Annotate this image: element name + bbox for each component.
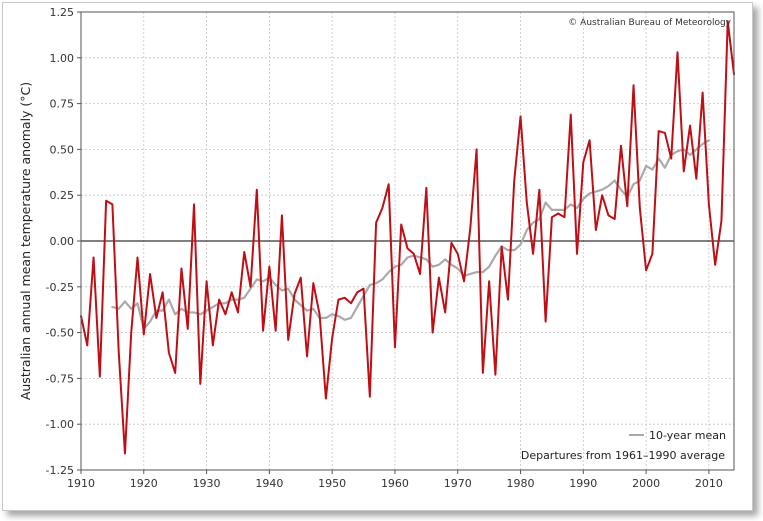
y-tick-label: 1.25 [50,6,75,19]
y-tick-label: 0.25 [50,189,75,202]
y-tick-label: 0.50 [50,143,75,156]
y-axis-ticks: -1.25 -1.00 -0.75 -0.50 -0.25 0.00 0.25 0.50 0.7… [46,6,81,477]
y-tick-label: -0.50 [46,327,74,340]
series-line-10-year-mean [111,139,710,331]
x-tick-label: 2010 [695,477,723,490]
baseline-annotation: Departures from 1961–1990 average [521,449,725,462]
y-tick-label: -0.25 [46,281,74,294]
x-tick-label: 2000 [632,477,660,490]
x-tick-label: 1910 [67,477,95,490]
y-tick-label: -1.00 [46,418,74,431]
y-tick-label: 0.75 [50,98,75,111]
x-tick-label: 1990 [569,477,597,490]
y-tick-label: 1.00 [50,52,75,65]
legend: 10-year mean Departures from 1961–1990 a… [521,429,726,462]
x-axis-ticks: 1910 1920 1930 1940 1950 1960 1970 1980 1990 2000… [67,470,723,490]
legend-label-10-year-mean: 10-year mean [649,429,726,442]
series-line-annual-anomaly [80,20,735,455]
x-tick-label: 1950 [318,477,346,490]
y-axis-label: Australian annual mean temperature anoma… [18,82,33,400]
x-tick-label: 1920 [130,477,158,490]
y-tick-label: 0.00 [50,235,75,248]
copyright-text: © Australian Bureau of Meteorology [568,18,731,28]
temperature-anomaly-chart: -1.25 -1.00 -0.75 -0.50 -0.25 0.00 0.25 0.50 0.7… [18,6,735,490]
x-tick-label: 1930 [193,477,221,490]
x-tick-label: 1960 [381,477,409,490]
x-tick-label: 1940 [255,477,283,490]
y-tick-label: -0.75 [46,372,74,385]
y-tick-label: -1.25 [46,464,74,477]
x-tick-label: 1980 [507,477,535,490]
series-layer [80,20,735,455]
chart-frame: -1.25 -1.00 -0.75 -0.50 -0.25 0.00 0.25 0.50 0.7… [2,2,753,511]
x-tick-label: 1970 [444,477,472,490]
